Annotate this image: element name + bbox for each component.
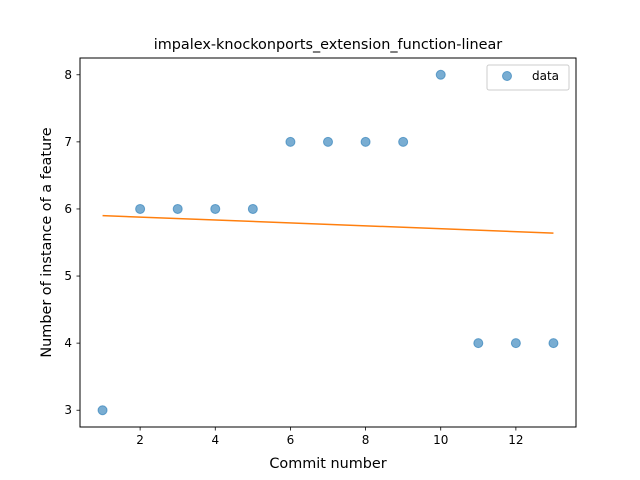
legend-label: data <box>532 69 559 83</box>
data-point <box>247 203 258 214</box>
chart-title: impalex-knockonports_extension_function-… <box>154 37 503 53</box>
y-tick-label: 8 <box>64 68 72 82</box>
linear-fit-line <box>102 214 554 234</box>
x-tick-label: 8 <box>362 433 370 447</box>
y-tick-label: 7 <box>64 135 72 149</box>
data-point <box>285 136 296 147</box>
x-tick-label: 2 <box>136 433 144 447</box>
data-point <box>135 203 146 214</box>
data-point <box>172 203 183 214</box>
x-tick-label: 12 <box>508 433 523 447</box>
data-point <box>323 136 333 147</box>
y-axis-label: Number of instance of a feature <box>39 127 55 357</box>
data-point <box>97 405 108 416</box>
x-tick-label: 4 <box>211 433 219 447</box>
data-point <box>360 136 371 147</box>
data-point <box>398 136 409 147</box>
data-point <box>435 69 446 80</box>
y-tick-label: 4 <box>64 336 72 350</box>
x-tick-label: 10 <box>433 433 448 447</box>
data-point <box>548 338 559 349</box>
x-tick-label: 6 <box>287 433 295 447</box>
x-axis: 2 4 6 8 10 12 <box>136 427 524 447</box>
legend: data <box>486 64 570 91</box>
data-point <box>210 203 221 214</box>
legend-marker <box>502 71 512 81</box>
y-tick-label: 3 <box>64 403 72 417</box>
x-axis-label: Commit number <box>269 456 386 472</box>
y-axis: 3 4 5 6 7 8 <box>64 68 80 417</box>
y-tick-label: 5 <box>64 269 72 283</box>
axes-frame <box>79 57 577 428</box>
data-point <box>473 338 484 349</box>
y-tick-label: 6 <box>64 202 72 216</box>
data-point <box>510 338 521 349</box>
plot-area <box>97 69 559 416</box>
